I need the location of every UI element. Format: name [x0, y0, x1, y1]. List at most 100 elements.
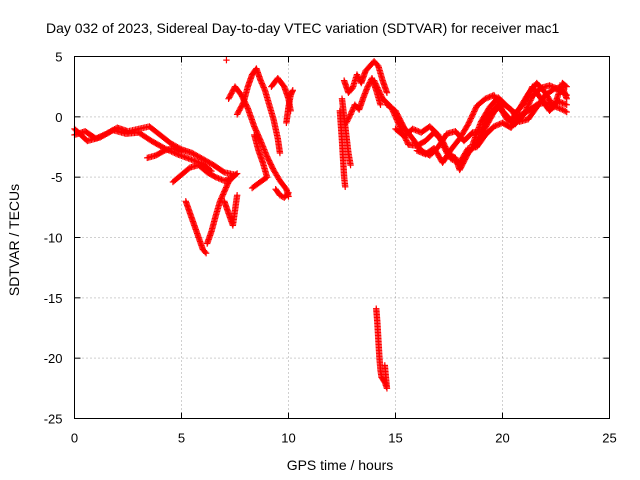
data-point [440, 142, 447, 150]
data-point [493, 122, 500, 129]
data-point [439, 141, 447, 148]
data-point [468, 113, 475, 121]
data-point [438, 138, 445, 146]
data-point [413, 147, 421, 154]
data-point [171, 145, 178, 153]
chart-title: Day 032 of 2023, Sidereal Day-to-day VTE… [46, 20, 559, 36]
data-point [232, 171, 240, 178]
data-point [261, 85, 268, 93]
data-point [233, 170, 241, 177]
data-point [435, 133, 443, 140]
data-point [220, 189, 227, 197]
data-point [557, 99, 565, 106]
data-point [437, 137, 445, 144]
data-point [259, 81, 266, 88]
data-point [346, 112, 354, 120]
data-point [233, 192, 241, 199]
data-point [470, 108, 478, 115]
data-point [523, 105, 530, 113]
data-point [523, 104, 531, 111]
data-point [258, 78, 265, 86]
data-point [285, 189, 292, 197]
data-point [289, 87, 296, 94]
data-point [370, 77, 378, 84]
data-point [217, 196, 224, 204]
data-point [554, 97, 562, 105]
data-point [471, 106, 479, 114]
data-point [492, 122, 499, 130]
data-point [222, 185, 229, 193]
data-point [562, 108, 569, 115]
data-point [465, 120, 472, 128]
data-point [239, 100, 247, 107]
data-point [260, 84, 267, 91]
data-point [349, 107, 356, 114]
x-tick-label: 5 [178, 431, 185, 446]
x-tick-label: 25 [602, 431, 616, 446]
y-tick-label: -20 [44, 351, 63, 366]
data-point [563, 83, 570, 90]
data-point [347, 161, 354, 169]
data-point [525, 101, 532, 108]
x-axis-label: GPS time / hours [287, 457, 394, 473]
data-point [178, 148, 185, 156]
data-point [371, 78, 378, 86]
data-points [71, 56, 570, 392]
y-tick-label: -5 [51, 170, 63, 185]
x-tick-label: 15 [388, 431, 402, 446]
data-point [353, 71, 361, 78]
data-point [522, 107, 530, 114]
data-point [229, 173, 237, 181]
data-point [257, 77, 264, 84]
data-point [437, 135, 444, 143]
data-point [409, 125, 416, 133]
data-point [377, 101, 384, 108]
data-point [381, 362, 388, 369]
data-point [228, 175, 235, 182]
data-point [258, 80, 266, 87]
data-point [485, 94, 492, 101]
data-point [218, 176, 225, 183]
data-point [563, 101, 570, 108]
data-point [415, 148, 422, 155]
x-tick-label: 20 [495, 431, 509, 446]
data-point [562, 82, 569, 89]
data-point [202, 249, 210, 257]
y-tick-label: 0 [55, 110, 62, 125]
data-point [374, 84, 381, 91]
data-point [435, 131, 442, 139]
data-point [216, 175, 224, 183]
data-point [469, 112, 476, 119]
data-point [250, 183, 257, 191]
y-tick-label: -25 [44, 412, 63, 427]
data-point [342, 183, 349, 191]
data-point [465, 119, 473, 126]
data-point [174, 146, 181, 154]
data-point [378, 92, 385, 100]
data-point [284, 190, 291, 198]
data-point [222, 184, 230, 191]
data-point [223, 56, 230, 64]
tick-labels: 0 5 10 15 20 25 5 0 -5 -10 -15 -20 -25 [44, 50, 617, 446]
data-point [347, 111, 354, 118]
data-point [556, 98, 563, 105]
data-point [169, 145, 177, 152]
data-point [412, 126, 419, 134]
data-point [403, 138, 411, 146]
data-point [562, 100, 569, 108]
data-point [347, 109, 355, 117]
data-point [520, 111, 528, 118]
data-point [374, 85, 382, 93]
data-point [441, 145, 449, 153]
data-point [348, 108, 355, 115]
data-point [413, 127, 421, 134]
data-point [467, 115, 475, 122]
data-point [554, 104, 562, 111]
data-point [365, 82, 372, 89]
data-point [372, 80, 379, 87]
data-point [218, 195, 225, 202]
data-point [218, 193, 226, 201]
data-point [559, 99, 566, 107]
data-point [470, 109, 477, 117]
